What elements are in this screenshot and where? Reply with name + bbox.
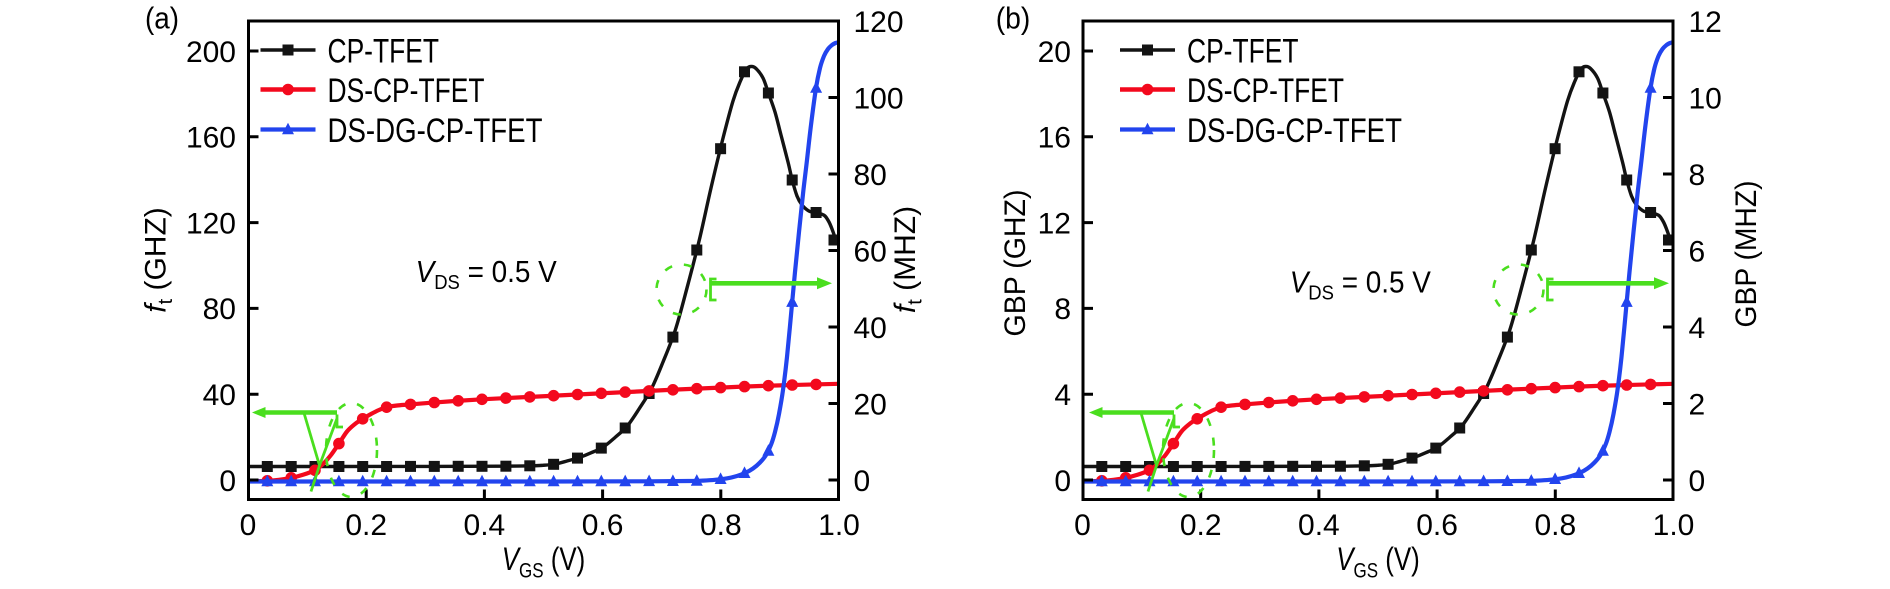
svg-text:12: 12 [1038,207,1071,240]
svg-text:160: 160 [186,122,236,155]
svg-text:0: 0 [1074,509,1091,542]
svg-text:0.2: 0.2 [1180,509,1222,542]
svg-text:DS-DG-CP-TFET: DS-DG-CP-TFET [1187,112,1402,150]
svg-text:VDS = 0.5 V: VDS = 0.5 V [416,255,557,295]
svg-text:(a): (a) [145,1,179,36]
svg-text:0.8: 0.8 [1534,509,1576,542]
svg-text:80: 80 [854,159,887,192]
svg-text:2: 2 [1689,388,1706,421]
svg-text:GBP (MHZ): GBP (MHZ) [1730,181,1763,328]
svg-text:4: 4 [1054,379,1071,412]
svg-text:DS-DG-CP-TFET: DS-DG-CP-TFET [328,112,543,150]
svg-text:VGS (V): VGS (V) [502,543,586,583]
svg-text:20: 20 [854,388,887,421]
svg-text:120: 120 [186,207,236,240]
svg-text:8: 8 [1689,159,1706,192]
svg-text:CP-TFET: CP-TFET [328,32,440,70]
svg-text:40: 40 [854,312,887,345]
svg-text:80: 80 [203,293,236,326]
svg-text:4: 4 [1689,312,1706,345]
svg-text:1.0: 1.0 [1653,509,1695,542]
svg-text:16: 16 [1038,122,1071,155]
svg-text:6: 6 [1689,235,1706,268]
svg-text:0.6: 0.6 [582,509,624,542]
svg-text:10: 10 [1689,82,1722,115]
svg-text:0.4: 0.4 [464,509,506,542]
svg-text:0: 0 [1689,465,1706,498]
svg-text:100: 100 [854,82,904,115]
svg-text:(b): (b) [996,1,1031,36]
svg-text:DS-CP-TFET: DS-CP-TFET [1187,72,1344,110]
svg-text:DS-CP-TFET: DS-CP-TFET [328,72,485,110]
svg-text:ft (GHZ): ft (GHZ) [140,207,178,313]
svg-text:VGS (V): VGS (V) [1336,543,1420,583]
svg-text:0.4: 0.4 [1298,509,1340,542]
svg-text:12: 12 [1689,6,1722,39]
svg-text:40: 40 [203,379,236,412]
svg-text:200: 200 [186,36,236,69]
svg-text:60: 60 [854,235,887,268]
svg-text:20: 20 [1038,36,1071,69]
svg-text:0: 0 [1054,465,1071,498]
svg-text:GBP (GHZ): GBP (GHZ) [999,190,1032,337]
svg-text:8: 8 [1054,293,1071,326]
svg-text:0.8: 0.8 [700,509,742,542]
svg-text:120: 120 [854,6,904,39]
svg-text:0: 0 [240,509,257,542]
svg-text:ft (MHZ): ft (MHZ) [889,206,927,313]
svg-text:0: 0 [854,465,871,498]
svg-text:0: 0 [219,465,236,498]
svg-text:VDS = 0.5 V: VDS = 0.5 V [1290,265,1431,305]
svg-text:0.6: 0.6 [1416,509,1458,542]
svg-text:CP-TFET: CP-TFET [1187,32,1299,70]
svg-text:0.2: 0.2 [345,509,387,542]
svg-text:1.0: 1.0 [818,509,860,542]
